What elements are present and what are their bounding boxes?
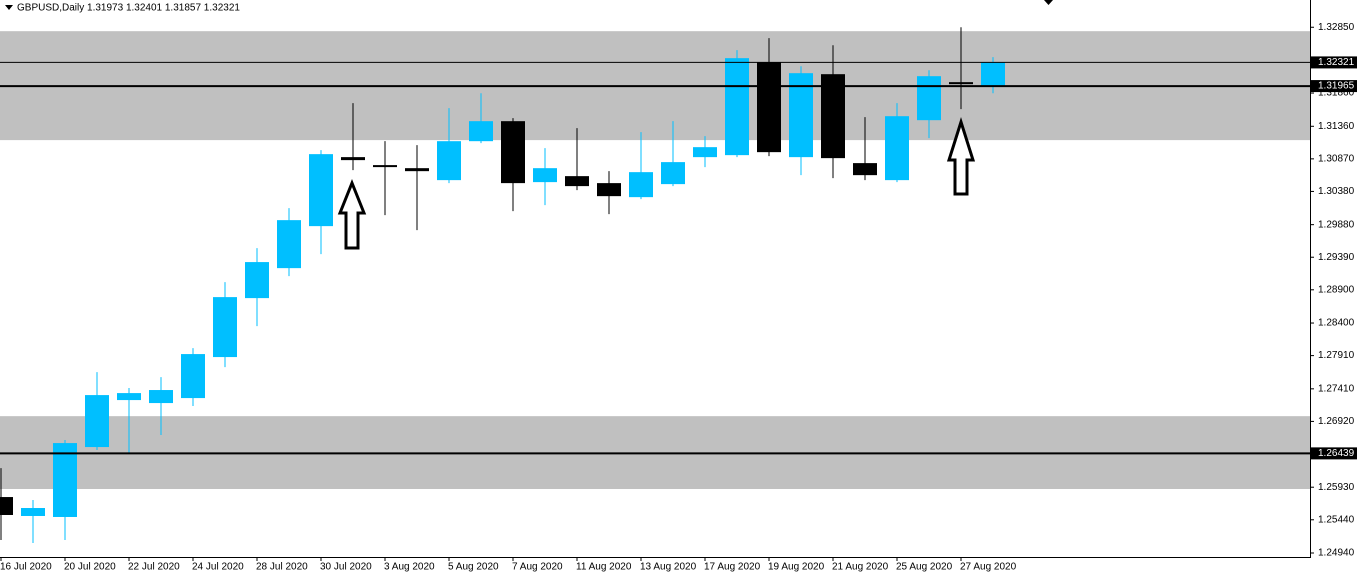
candle-body [597, 183, 621, 197]
menu-icon[interactable] [5, 5, 13, 10]
candle-body [853, 163, 877, 176]
candle-body [85, 395, 109, 448]
x-tick-label: 5 Aug 2020 [448, 562, 499, 573]
price-label: 1.32321 [1318, 57, 1355, 68]
candle-body [405, 168, 429, 172]
candle-body [277, 220, 301, 269]
price-label-bg [1311, 447, 1357, 460]
x-tick-label: 17 Aug 2020 [704, 562, 761, 573]
candle-body [565, 176, 589, 187]
candle-body [693, 147, 717, 158]
y-tick-label: 1.25440 [1318, 514, 1355, 525]
price-label-bg [1311, 56, 1357, 69]
x-tick-label: 27 Aug 2020 [960, 562, 1017, 573]
y-tick-label: 1.25930 [1318, 482, 1355, 493]
y-tick-label: 1.28900 [1318, 284, 1355, 295]
price-label-bg [1311, 80, 1357, 93]
candle-body [0, 497, 13, 515]
candle-body [21, 508, 45, 516]
x-tick-label: 11 Aug 2020 [576, 562, 632, 573]
candle-body [661, 162, 685, 185]
candle-body [181, 354, 205, 399]
y-tick-label: 1.28400 [1318, 318, 1355, 329]
axis-bg [1310, 0, 1359, 577]
x-tick-label: 16 Jul 2020 [0, 562, 52, 573]
candle-body [949, 82, 973, 85]
candle-body [245, 262, 269, 299]
plot [0, 27, 1310, 544]
candle-body [629, 172, 653, 198]
price-label: 1.31965 [1318, 81, 1355, 92]
arrow-annotation [337, 178, 367, 250]
y-tick-label: 1.26920 [1318, 416, 1355, 427]
candle-body [885, 116, 909, 181]
y-tick-label: 1.29880 [1318, 219, 1355, 230]
candle-body [309, 154, 333, 227]
x-tick-label: 22 Jul 2020 [128, 562, 180, 573]
x-tick-label: 25 Aug 2020 [896, 562, 953, 573]
candle-body [341, 157, 365, 161]
candle-body [789, 73, 813, 158]
y-tick-label: 1.30870 [1318, 153, 1355, 164]
x-tick-label: 13 Aug 2020 [640, 562, 697, 573]
candle-body [821, 74, 845, 159]
candle-body [501, 121, 525, 184]
y-tick-label: 1.27910 [1318, 350, 1355, 361]
x-tick-label: 28 Jul 2020 [256, 562, 308, 573]
candle-body [437, 141, 461, 181]
x-tick-label: 20 Jul 2020 [64, 562, 116, 573]
x-tick-label: 7 Aug 2020 [512, 562, 563, 573]
candle-body [149, 390, 173, 404]
x-tick-label: 3 Aug 2020 [384, 562, 435, 573]
candle-body [213, 297, 237, 358]
candle-body [757, 62, 781, 153]
y-tick-label: 1.31360 [1318, 121, 1355, 132]
candle-body [917, 76, 941, 121]
candle-body [725, 58, 749, 156]
x-tick-label: 30 Jul 2020 [320, 562, 372, 573]
candle-body [533, 168, 557, 183]
y-tick-label: 1.32850 [1318, 22, 1355, 33]
candle-body [469, 121, 493, 142]
x-tick-label: 19 Aug 2020 [768, 562, 825, 573]
y-tick-label: 1.24940 [1318, 548, 1355, 559]
candle-body [117, 393, 141, 401]
y-tick-label: 1.30380 [1318, 186, 1355, 197]
y-tick-label: 1.29390 [1318, 252, 1355, 263]
candle-body [373, 165, 397, 168]
y-tick-label: 1.31860 [1318, 88, 1355, 99]
zones [0, 31, 1310, 490]
x-tick-label: 21 Aug 2020 [832, 562, 889, 573]
arrow-annotation [946, 117, 976, 196]
candle-body [981, 62, 1005, 86]
price-label: 1.26439 [1318, 448, 1355, 459]
candle-body [53, 443, 77, 517]
x-tick-label: 24 Jul 2020 [192, 562, 244, 573]
y-tick-label: 1.27410 [1318, 383, 1355, 394]
cursor-marker [1044, 0, 1053, 5]
chart-title: GBPUSD,Daily 1.31973 1.32401 1.31857 1.3… [17, 3, 240, 14]
